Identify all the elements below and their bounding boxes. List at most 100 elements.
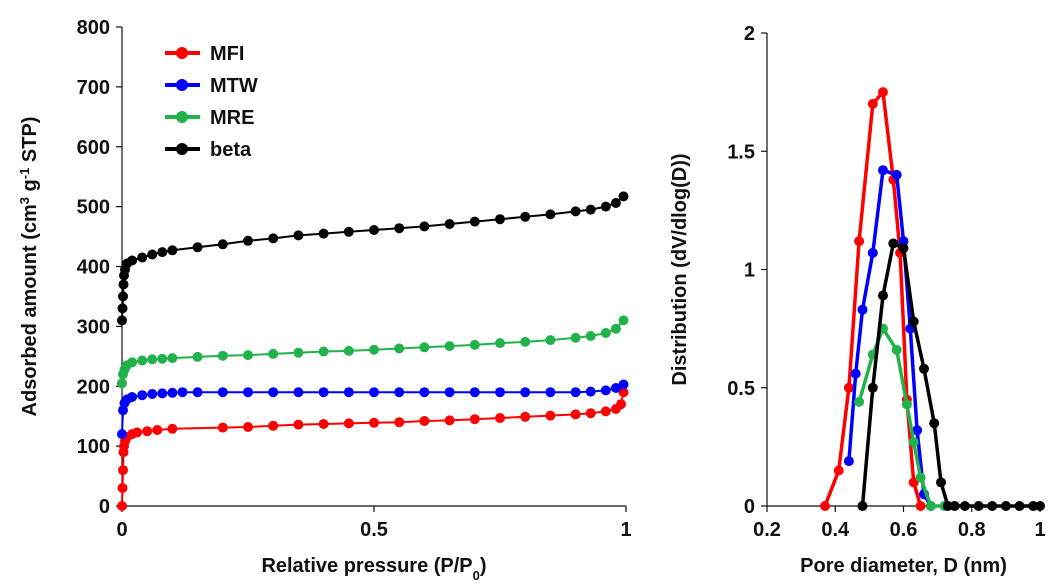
data-point [444,415,455,426]
data-point [137,390,148,401]
data-point [908,316,919,327]
data-point [343,345,354,356]
data-point [157,353,168,364]
y-tick-label: 100 [77,436,110,458]
data-point [857,501,868,511]
data-point [585,386,596,397]
data-point [888,238,899,249]
data-point [192,242,203,253]
data-point [520,336,531,347]
data-point [268,233,279,244]
data-point [167,245,178,256]
data-point [118,291,128,302]
y-axis-title-part: g [19,179,41,197]
y-axis-title-part: STP) [19,117,41,168]
data-point [898,243,909,254]
x-tick-label: 0.5 [360,519,388,541]
y-tick-label: 400 [77,257,110,279]
data-point [117,429,127,440]
data-point [137,355,148,366]
data-point [147,249,158,260]
data-point [495,338,505,349]
data-point [394,343,405,354]
series-mre [117,315,629,389]
data-point [570,332,581,343]
data-point [419,221,430,232]
data-point [243,387,253,398]
data-point [600,201,611,212]
data-point [878,87,888,98]
data-point [878,165,888,176]
data-point [545,209,556,220]
y-tick-label: 300 [77,316,110,338]
data-point [469,414,480,425]
data-point [419,342,430,353]
data-point [394,387,405,398]
data-point [854,396,865,407]
data-point [585,204,596,215]
data-point [127,392,138,402]
data-point [618,379,629,390]
data-point [118,279,129,290]
legend-item: MFI [165,43,244,65]
data-point [147,354,158,365]
y-tick-label: 1.5 [727,141,755,163]
data-point [936,477,946,488]
data-point [949,501,960,511]
data-point [217,239,228,250]
data-point [1035,501,1045,511]
legend-swatch-marker [176,143,188,155]
data-point [293,419,304,430]
data-point [293,347,304,358]
y-axis-title-part: Adsorbed amount (cm [19,204,41,416]
data-point [495,214,505,225]
data-point [132,427,143,438]
x-tick-label: 1 [1034,519,1045,541]
data-point [369,387,379,398]
data-point [152,425,163,435]
y-tick-label: 0.5 [727,378,755,400]
legend-swatch-marker [176,47,188,59]
data-point [318,228,329,239]
data-point [268,387,279,398]
y-tick-label: 600 [77,137,110,159]
series-mtw [117,379,629,440]
data-point [1000,501,1011,511]
data-point [217,422,228,433]
legend-swatch-marker [176,111,188,123]
y-axis-title-superscript: 3 [17,197,32,204]
data-point [419,387,430,398]
y-tick-label: 1 [744,260,755,282]
data-point [618,191,629,202]
data-point [157,388,168,399]
data-point [444,387,455,398]
series-beta [117,191,629,326]
data-point [117,501,127,511]
data-point [177,387,188,398]
series-4-line [860,241,1040,508]
legend-item: beta [165,139,252,161]
legend-label: MFI [210,43,244,65]
chart-panel-2: 0 0.5 1 1.5 2 0.2 0.4 0.6 0.8 1 Distribution (dV/d… [669,23,1046,577]
data-point [919,363,929,374]
data-point [850,368,861,379]
series-3 [854,323,950,511]
y-tick-label: 200 [77,376,110,398]
data-point [854,236,865,247]
data-point [610,198,621,208]
data-point [898,236,909,247]
data-point [915,472,926,483]
data-point [444,341,455,352]
data-point [369,225,379,235]
series-mfi [117,387,629,511]
data-point [600,406,611,417]
data-point [137,252,148,263]
y-tick-label: 0 [744,496,755,518]
data-point [1014,501,1025,511]
data-point [520,387,531,398]
data-point [600,385,611,396]
data-point [585,408,596,419]
data-point [268,420,279,431]
legend-item: MTW [165,75,258,97]
